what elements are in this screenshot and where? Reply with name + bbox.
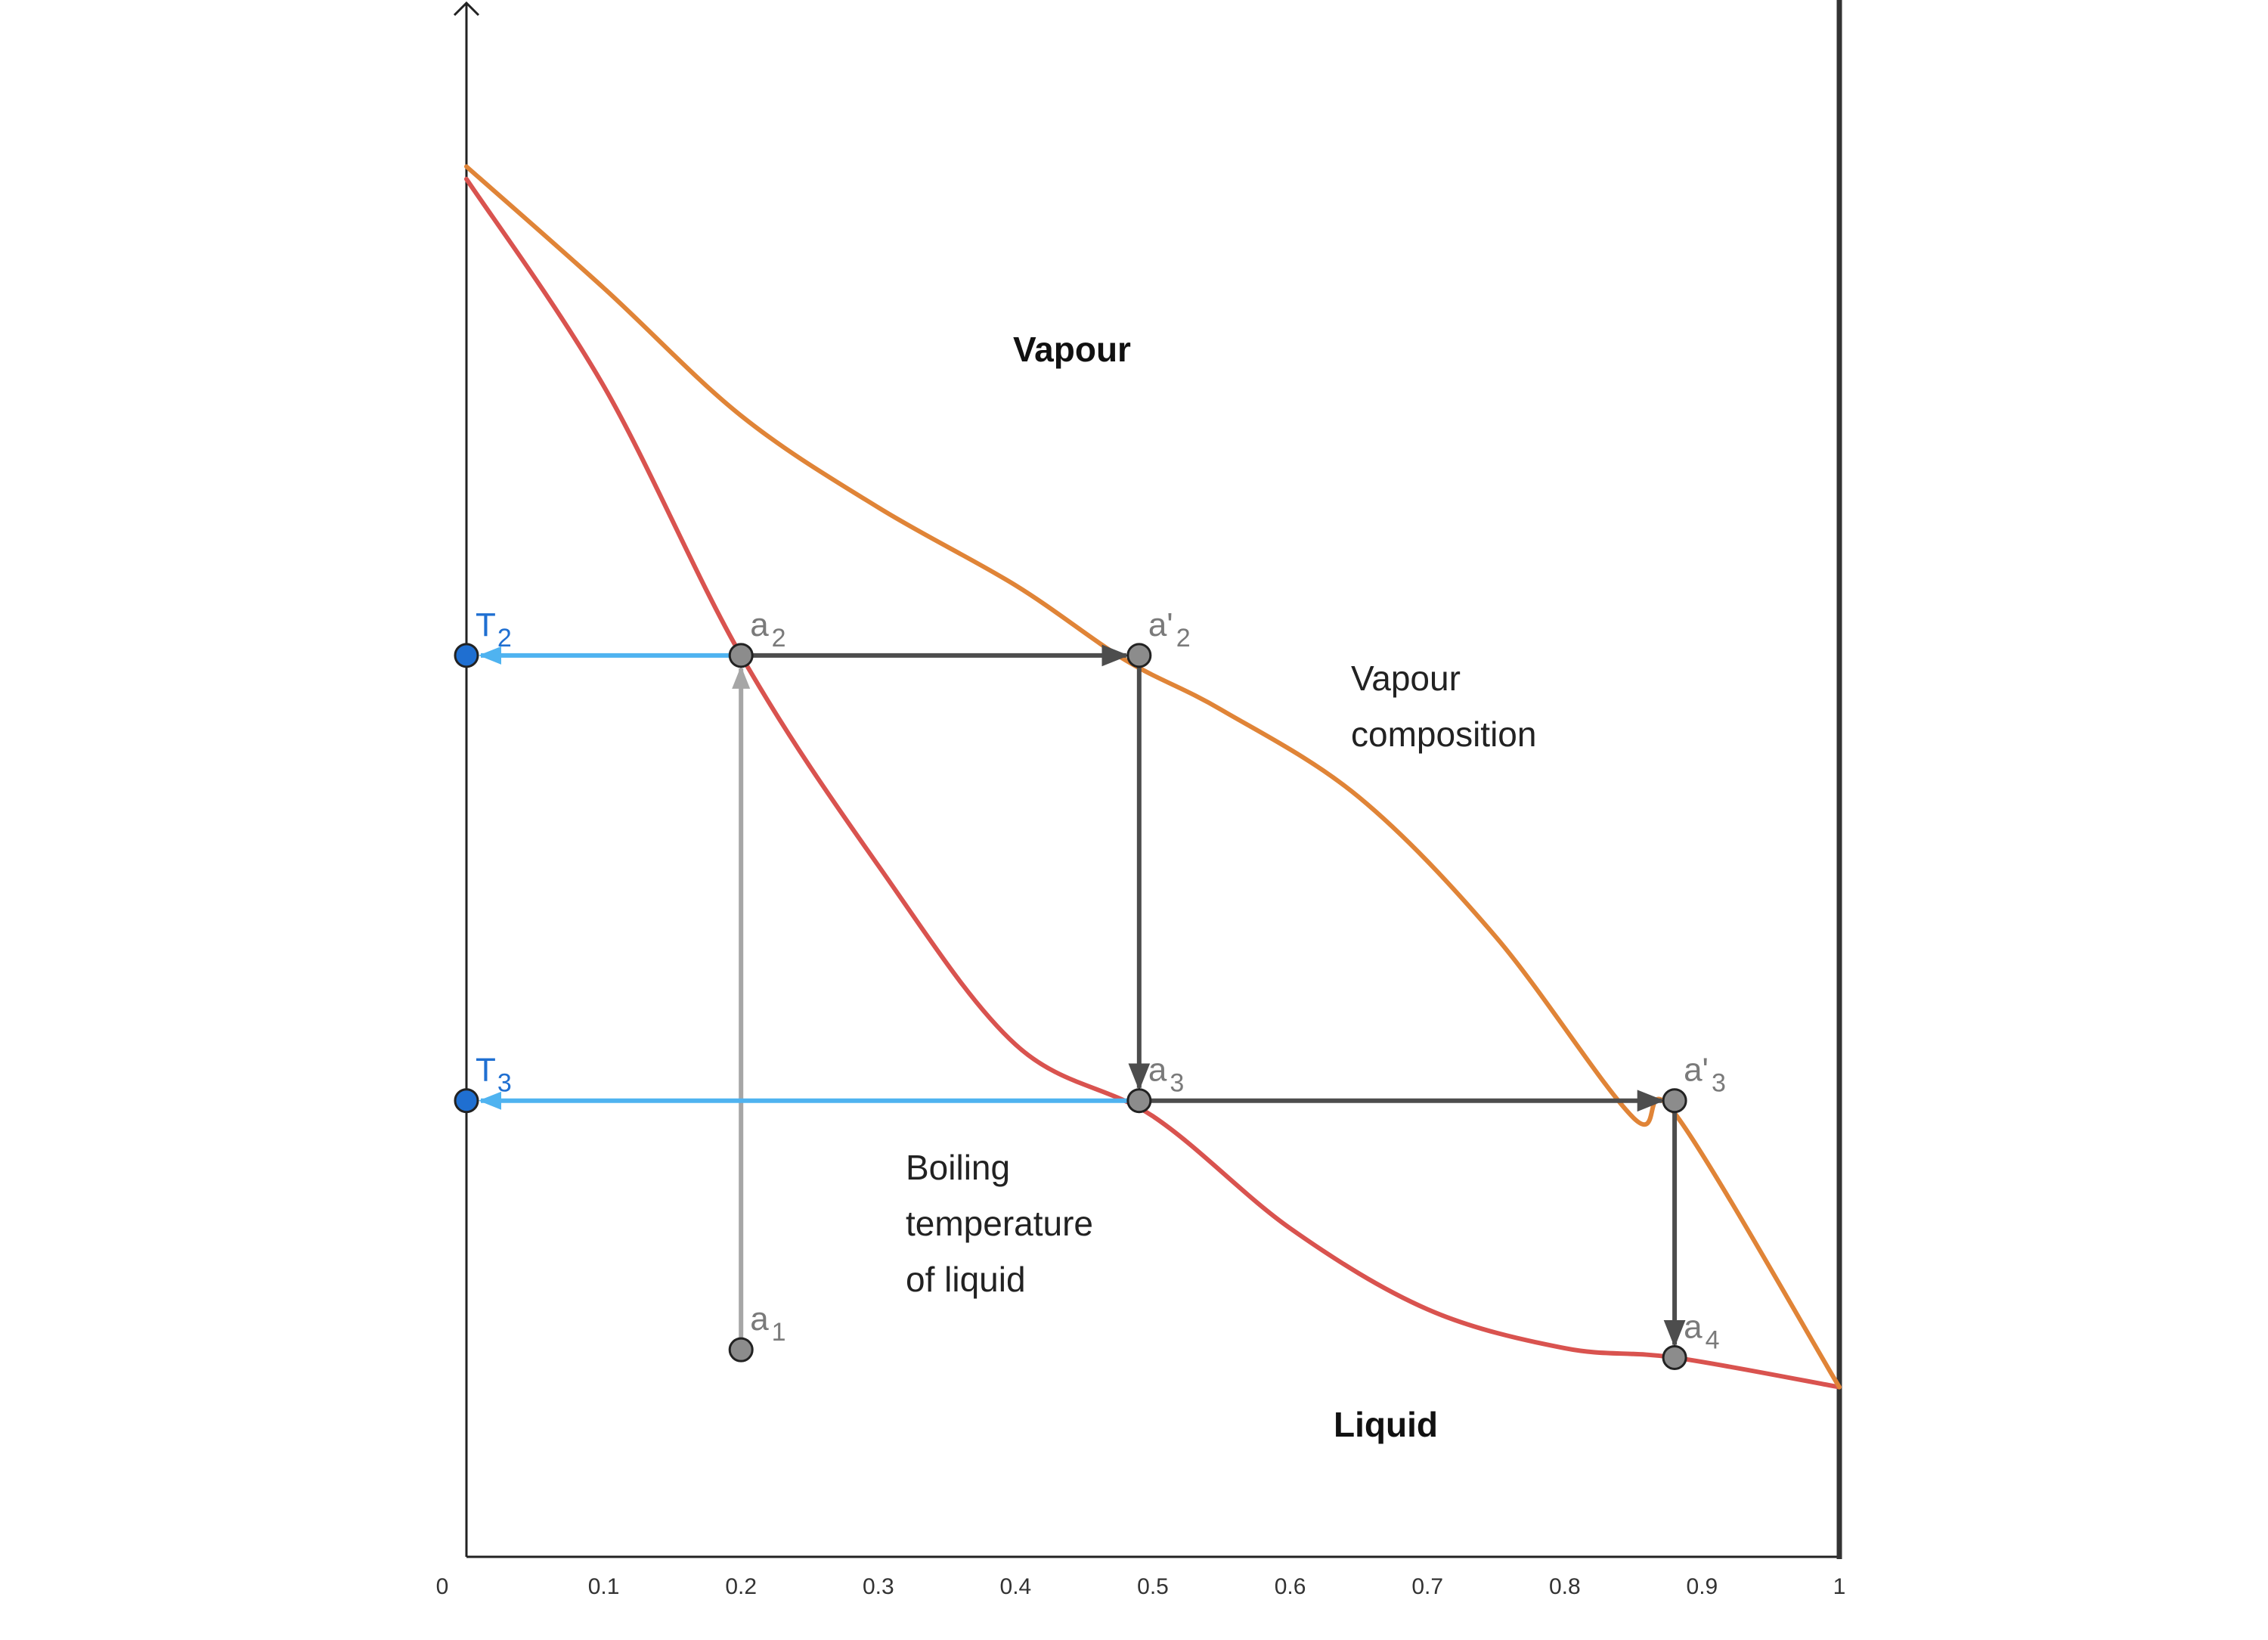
point-a3p [1662,1088,1687,1114]
vapour-composition-line-1: Vapour [1351,659,1461,698]
label-a2p-base: a' [1148,606,1173,643]
region-label-vapour: Vapour [1013,330,1131,369]
x-tick-label: 0.6 [1275,1574,1306,1599]
x-tick-label: 0.4 [1000,1574,1032,1599]
x-tick-label: 0.7 [1411,1574,1443,1599]
x-tick-label: 0.2 [725,1574,757,1599]
temperature-label-T3: T3 [476,1052,512,1098]
label-a4-sub: 4 [1706,1325,1720,1354]
temperature-point-T3 [454,1088,479,1114]
label-a1-sub: 1 [772,1318,786,1347]
points [454,643,1687,1370]
boiling-temperature-label: Boiling temperature of liquid [906,1148,1103,1299]
temperature-label-T2-sub: 2 [497,624,512,653]
x-tick-label: 0.8 [1549,1574,1581,1599]
x-tick-label: 0 [436,1574,449,1599]
boiling-temperature-line-1: Boiling [906,1148,1010,1187]
axes [453,0,1842,1559]
label-a2p: a' 2 [1148,606,1191,653]
curves [464,164,1842,1390]
y-axis-arrowhead [453,1,480,17]
point-a1 [728,1337,754,1363]
temperature-label-T3-sub: 3 [497,1069,512,1098]
vapour-composition-label: Vapour composition [1351,659,1536,754]
label-a3p: a' 3 [1684,1052,1726,1098]
temperature-label-T2-base: T [476,606,496,643]
liquid-curve [464,176,1842,1390]
temperature-label-T2: T2 [476,606,512,653]
point-a2 [728,643,754,668]
x-tick-label: 0.3 [863,1574,894,1599]
label-a2p-sub: 2 [1176,624,1191,653]
x-tick-label: 0.1 [588,1574,620,1599]
temperature-label-T3-base: T [476,1052,496,1089]
label-a2-sub: 2 [772,624,786,653]
point-a2p [1126,643,1152,668]
point-a3 [1126,1088,1152,1114]
label-a3-base: a [1148,1052,1167,1089]
temperature-point-T2 [454,643,479,668]
point-a4 [1662,1344,1687,1370]
boiling-temperature-line-3: of liquid [906,1260,1026,1299]
path-arrows [479,644,1686,1348]
label-a4-base: a [1684,1308,1703,1345]
label-a1-base: a [750,1301,769,1338]
label-a3-sub: 3 [1170,1069,1184,1098]
vapour-curve [464,164,1842,1390]
label-a2-base: a [750,606,769,643]
boiling-temperature-line-2: temperature [906,1204,1093,1243]
label-a3p-base: a' [1684,1052,1709,1089]
region-label-liquid: Liquid [1334,1405,1438,1444]
label-a3p-sub: 3 [1712,1069,1726,1098]
x-tick-label: 0.9 [1687,1574,1718,1599]
x-tick-label: 1 [1833,1574,1846,1599]
x-tick-label: 0.5 [1137,1574,1169,1599]
vapour-composition-line-2: composition [1351,715,1536,754]
x-tick-labels: 0 0.1 0.2 0.3 0.4 0.5 0.6 0.7 0.8 0.9 1 [436,1574,1846,1599]
